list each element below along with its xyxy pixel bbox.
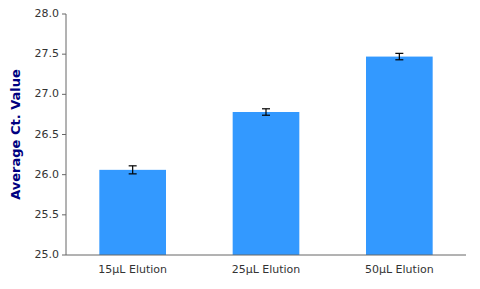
chart-container: 25.0 25.5 26.0 26.5 27.0 27.5 28.0 15μL Elution… bbox=[0, 0, 480, 289]
y-axis-line bbox=[66, 14, 67, 255]
bar bbox=[99, 170, 166, 255]
bar bbox=[366, 57, 433, 255]
y-tick bbox=[62, 94, 66, 95]
y-tick bbox=[62, 214, 66, 215]
y-tick bbox=[62, 54, 66, 55]
chart: 25.0 25.5 26.0 26.5 27.0 27.5 28.0 15μL Elution… bbox=[0, 0, 480, 289]
error-bar-cap bbox=[395, 53, 403, 54]
error-bar-stem bbox=[265, 109, 266, 115]
error-bar bbox=[395, 53, 403, 59]
x-tick-label: 25μL Elution bbox=[232, 263, 301, 276]
y-axis-label: Average Ct. Value bbox=[8, 69, 23, 200]
y-tick bbox=[62, 134, 66, 135]
error-bar-cap bbox=[395, 59, 403, 60]
y-tick-label: 27.0 bbox=[35, 87, 60, 100]
bars bbox=[99, 53, 432, 255]
error-bar-cap bbox=[262, 115, 270, 116]
x-tick-label: 50μL Elution bbox=[365, 263, 434, 276]
x-tick-label: 15μL Elution bbox=[98, 263, 167, 276]
y-tick-label: 28.0 bbox=[35, 7, 60, 20]
error-bar bbox=[129, 166, 137, 174]
x-axis-line bbox=[66, 255, 466, 256]
error-bar-cap bbox=[262, 108, 270, 109]
y-tick-label: 26.5 bbox=[35, 128, 60, 141]
error-bar-stem bbox=[132, 166, 133, 174]
error-bar-stem bbox=[399, 53, 400, 59]
error-bar bbox=[262, 109, 270, 115]
error-bar-cap bbox=[129, 165, 137, 166]
y-tick bbox=[62, 255, 66, 256]
y-tick-label: 25.0 bbox=[35, 248, 60, 261]
y-tick bbox=[62, 174, 66, 175]
y-tick-label: 27.5 bbox=[35, 47, 60, 60]
y-tick bbox=[62, 14, 66, 15]
y-tick-label: 26.0 bbox=[35, 168, 60, 181]
y-tick-label: 25.5 bbox=[35, 208, 60, 221]
error-bar-cap bbox=[129, 173, 137, 174]
bar bbox=[233, 112, 300, 255]
